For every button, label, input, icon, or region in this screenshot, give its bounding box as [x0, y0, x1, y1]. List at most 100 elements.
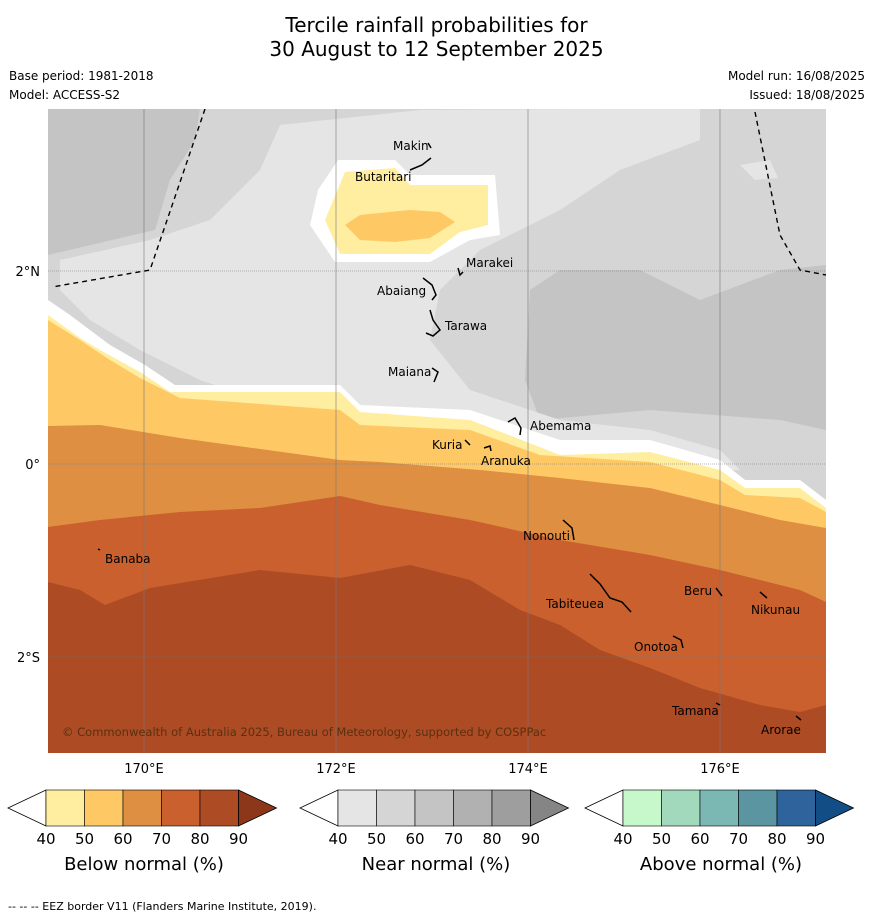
- colorbar-segment: [453, 789, 493, 827]
- lon-label: 170°E: [124, 762, 164, 777]
- island-tamana: [715, 702, 721, 706]
- model-label: Model: ACCESS-S2: [9, 88, 121, 102]
- near-normal-60-region-east: [525, 265, 826, 430]
- island-abemama: [507, 416, 522, 436]
- colorbar-tick-label: 60: [113, 830, 132, 848]
- place-label: Tamana: [671, 704, 719, 718]
- colorbar-segment: [161, 789, 201, 827]
- map-area: Makin Butaritari Marakei Abaiang Tarawa …: [48, 109, 826, 753]
- colorbar-tick-label: 80: [482, 830, 501, 848]
- colorbar-tick-label: 40: [328, 830, 347, 848]
- map-title-line1: Tercile rainfall probabilities for: [285, 13, 588, 37]
- colorbar-lower-extend: [7, 789, 47, 827]
- lat-label: 2°N: [16, 265, 41, 280]
- place-label: Tarawa: [444, 319, 487, 333]
- island-aranuka: [483, 445, 492, 452]
- place-label: Tabiteuea: [545, 597, 604, 611]
- colorbar-segment: [122, 789, 162, 827]
- island-banaba: [97, 548, 101, 551]
- place-labels: Makin Butaritari Marakei Abaiang Tarawa …: [105, 139, 801, 737]
- below-normal-50-north: [345, 210, 455, 242]
- colorbar-upper-extend: [530, 789, 570, 827]
- place-label: Arorae: [761, 723, 801, 737]
- colorbar-near-title: Near normal (%): [361, 854, 511, 875]
- base-period-label: Base period: 1981-2018: [9, 69, 154, 83]
- colorbar-below-title: Below normal (%): [64, 854, 224, 875]
- place-label: Onotoa: [634, 640, 678, 654]
- place-label: Butaritari: [355, 170, 412, 184]
- colorbar-tick-label: 80: [767, 830, 786, 848]
- colorbar-tick-label: 50: [367, 830, 386, 848]
- place-label: Abemama: [530, 419, 591, 433]
- map-title-line2: 30 August to 12 September 2025: [269, 37, 604, 61]
- colorbar-upper-extend: [238, 789, 278, 827]
- lat-label: 2°S: [17, 651, 40, 666]
- colorbar-segment: [776, 789, 816, 827]
- island-arorae: [795, 715, 802, 721]
- eez-footnote: -- -- -- EEZ border V11 (Flanders Marine…: [8, 900, 317, 913]
- colorbar-tick-label: 50: [652, 830, 671, 848]
- lat-labels: 2°N 0° 2°S: [16, 265, 41, 666]
- colorbar-tick-label: 70: [729, 830, 748, 848]
- below-normal-80-region: [48, 565, 826, 753]
- colorbar-segment: [84, 789, 124, 827]
- place-label: Abaiang: [377, 284, 426, 298]
- colorbar-above-title: Above normal (%): [639, 854, 803, 875]
- colorbar-below: 40 50 60 70 80 90: [7, 789, 278, 848]
- island-makin: [427, 142, 432, 149]
- island-nikunau: [759, 591, 768, 599]
- place-label: Nikunau: [751, 603, 800, 617]
- island-butaritari: [409, 157, 432, 171]
- lon-label: 176°E: [700, 762, 740, 777]
- colorbar-above: 40 50 60 70 80 90: [584, 789, 855, 848]
- colorbar-segment: [661, 789, 701, 827]
- model-run-label: Model run: 16/08/2025: [727, 69, 865, 83]
- colorbar-lower-extend: [584, 789, 624, 827]
- colorbar-segment: [622, 789, 662, 827]
- island-marakei: [457, 267, 464, 277]
- colorbar-tick-label: 40: [613, 830, 632, 848]
- issued-label: Issued: 18/08/2025: [749, 88, 865, 102]
- colorbars: 40 50 60 70 80 90 40 50 60 70 80 90 40 50 60 70 80 90: [7, 789, 855, 848]
- eez-border: [51, 109, 826, 288]
- place-label: Makin: [393, 139, 429, 153]
- colorbar-tick-label: 50: [75, 830, 94, 848]
- colorbar-tick-label: 60: [405, 830, 424, 848]
- colorbar-segment: [699, 789, 739, 827]
- near-normal-40-region: [60, 109, 740, 470]
- colorbar-tick-label: 60: [690, 830, 709, 848]
- colorbar-tick-label: 80: [190, 830, 209, 848]
- copyright-text: © Commonwealth of Australia 2025, Bureau…: [62, 725, 546, 739]
- colorbar-tick-label: 90: [521, 830, 540, 848]
- near-normal-60-region-nw: [48, 109, 200, 255]
- place-label: Marakei: [466, 256, 513, 270]
- graticule: [48, 109, 826, 753]
- colorbar-tick-label: 70: [444, 830, 463, 848]
- island-maiana: [431, 367, 439, 383]
- colorbar-segment: [738, 789, 778, 827]
- colorbar-segment: [337, 789, 377, 827]
- island-beru: [715, 587, 723, 597]
- island-onotoa: [672, 635, 684, 649]
- lat-label: 0°: [25, 458, 40, 473]
- colorbar-segment: [491, 789, 531, 827]
- lon-label: 172°E: [316, 762, 356, 777]
- colorbar-upper-extend: [815, 789, 855, 827]
- colorbar-lower-extend: [299, 789, 339, 827]
- place-label: Beru: [684, 584, 712, 598]
- colorbar-tick-label: 90: [229, 830, 248, 848]
- island-nonouti: [562, 519, 575, 541]
- colorbar-tick-label: 70: [152, 830, 171, 848]
- colorbar-tick-label: 90: [806, 830, 825, 848]
- colorbar-segment: [199, 789, 239, 827]
- island-tarawa: [425, 309, 442, 337]
- lon-label: 174°E: [508, 762, 548, 777]
- place-label: Banaba: [105, 552, 151, 566]
- place-label: Nonouti: [523, 529, 570, 543]
- colorbar-near: 40 50 60 70 80 90: [299, 789, 570, 848]
- place-label: Kuria: [432, 438, 463, 452]
- colorbar-segment: [414, 789, 454, 827]
- island-tabiteuea: [589, 573, 632, 613]
- place-label: Aranuka: [481, 454, 531, 468]
